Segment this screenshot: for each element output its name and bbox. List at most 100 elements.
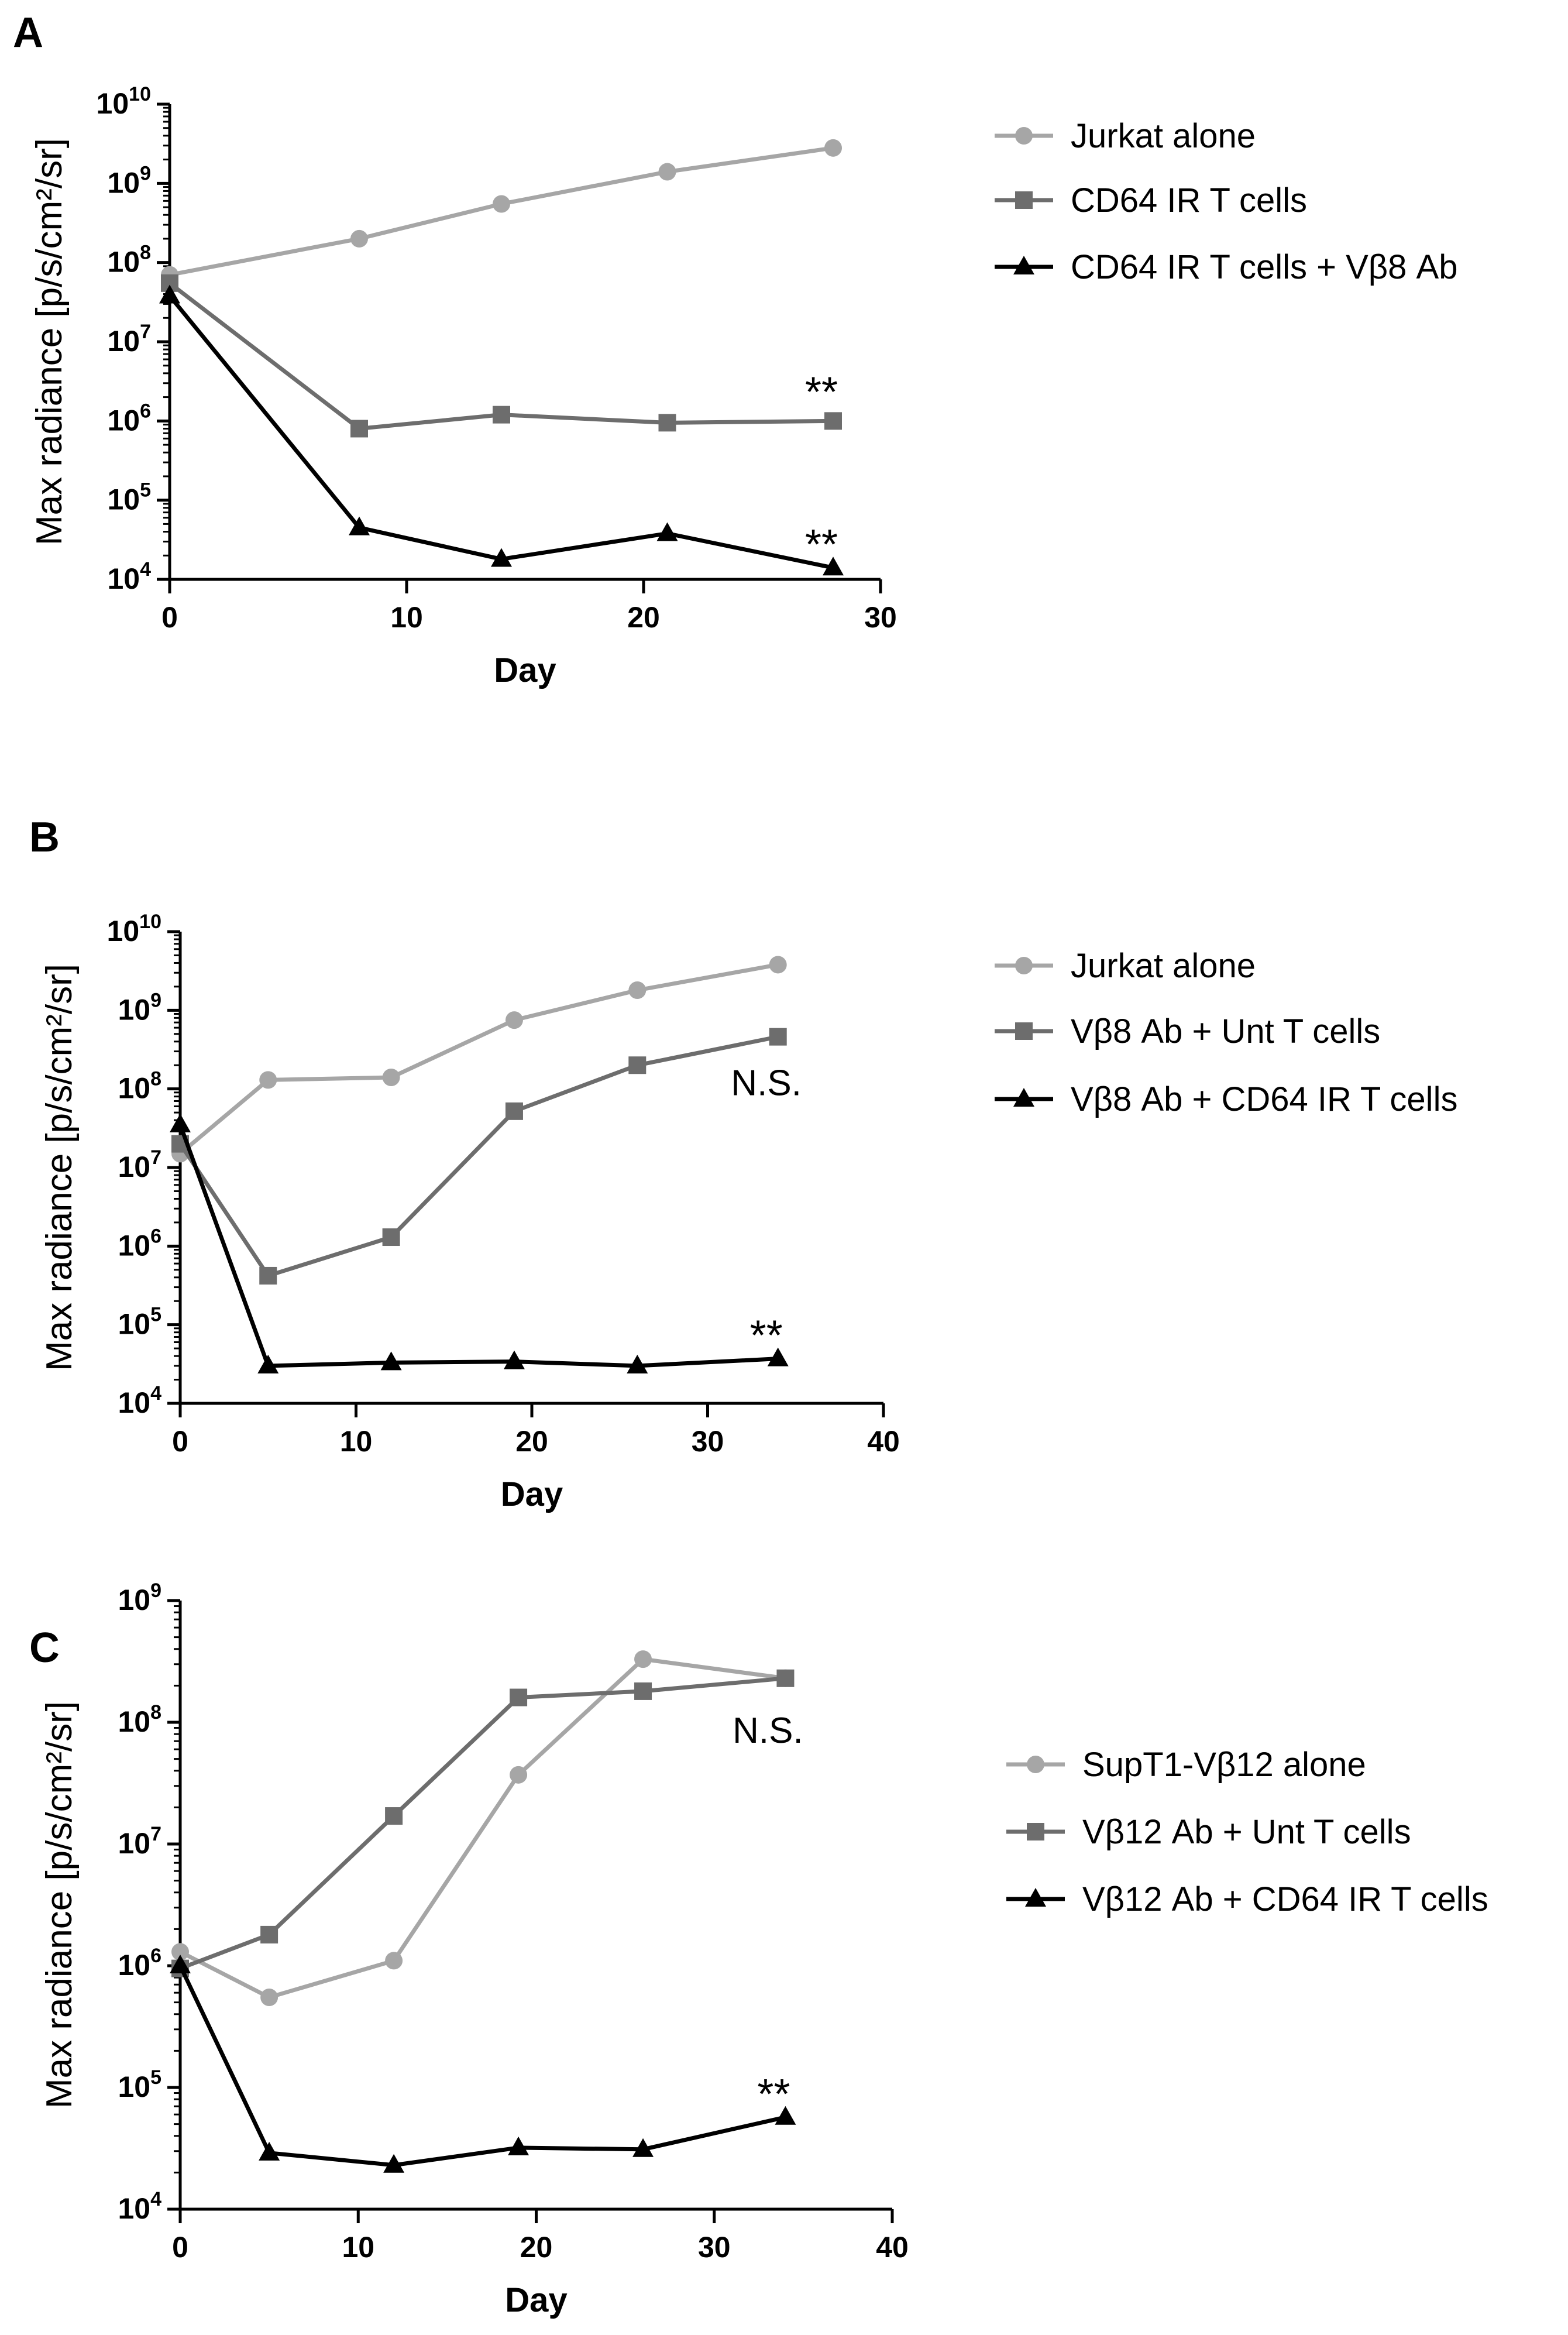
y-tick-label: 109 [107,162,151,199]
data-point [385,1952,403,1970]
legend-item: Vβ12 Ab + Unt T cells [1006,1813,1411,1851]
legend: Jurkat alone CD64 IR T cells CD64 IR T cel… [995,117,1457,286]
legend-item: Vβ12 Ab + CD64 IR T cells [1006,1880,1488,1918]
legend-label: SupT1-Vβ12 alone [1082,1746,1366,1784]
legend-label: Vβ8 Ab + CD64 IR T cells [1071,1080,1457,1118]
panel-b: B 104 105 106 107 108 109 1010 0 10 20 30 40 Day Max … [29,814,1457,1513]
y-tick-label: 106 [118,1225,161,1262]
panel-label: C [29,1625,60,1671]
legend: SupT1-Vβ12 alone Vβ12 Ab + Unt T cells Vβ1… [1006,1746,1488,1918]
x-tick-label: 40 [867,1425,900,1458]
legend-marker [1027,1823,1044,1840]
data-point [823,557,844,576]
data-point [493,406,510,424]
data-point [658,163,676,181]
panel-label: B [29,814,60,861]
data-point [628,1056,647,1074]
legend-item: Jurkat alone [995,117,1256,155]
x-tick-label: 10 [340,1425,373,1458]
y-tick-label: 104 [107,558,151,595]
x-tick-label: 0 [172,1425,188,1458]
significance-annotation: ** [805,369,838,416]
panel-c: C 104 105 106 107 108 109 0 10 20 30 40 Day Max radi… [29,1579,1488,2319]
axes: 104 105 106 107 108 109 0 10 20 30 40 Day Max radian… [39,1579,909,2319]
data-point [385,1807,403,1825]
legend-marker [1015,127,1033,145]
legend: Jurkat alone Vβ8 Ab + Unt T cells Vβ8 Ab +… [995,947,1457,1118]
legend-label: Vβ12 Ab + CD64 IR T cells [1082,1880,1488,1918]
data-point [493,195,510,213]
series-line [178,1124,778,1368]
series-1 [171,956,787,1163]
legend-label: Jurkat alone [1071,117,1256,155]
legend-marker [1013,256,1034,274]
y-axis-label: Max radiance [p/s/cm²/sr] [39,964,80,1371]
data-point [508,2136,529,2155]
legend-item: Jurkat alone [995,947,1256,985]
y-tick-label: 108 [118,1068,161,1105]
data-point [170,1113,191,1132]
plot-area: N.S. ** [170,956,802,1373]
legend-item: Vβ8 Ab + CD64 IR T cells [995,1080,1457,1118]
x-axis-label: Day [494,651,556,689]
y-tick-label: 105 [118,1304,161,1341]
series-2 [171,1028,787,1285]
y-tick-label: 106 [107,400,151,437]
plot-area: ** ** [159,139,844,576]
y-tick-label: 108 [107,242,151,279]
data-point [510,1766,528,1784]
significance-annotation: ** [805,521,838,568]
y-tick-label: 1010 [107,911,161,947]
x-tick-label: 0 [172,2231,188,2264]
y-tick-label: 105 [107,479,151,516]
series-2 [161,274,842,438]
legend-item: CD64 IR T cells [995,181,1307,219]
legend-label: Jurkat alone [1071,947,1256,985]
series-2 [171,1669,795,1977]
legend-marker [1015,957,1033,974]
series-3 [170,1955,796,2173]
data-point [259,1266,277,1285]
y-tick-label: 107 [118,1823,161,1860]
data-point [503,1350,525,1369]
data-point [349,516,370,535]
series-line [178,1035,779,1278]
data-point [627,1354,648,1373]
y-tick-label: 109 [118,1579,161,1616]
x-tick-label: 0 [161,601,178,634]
ns-annotation: N.S. [731,1063,802,1104]
x-tick-label: 40 [876,2231,909,2264]
axes: 104 105 106 107 108 109 1010 0 10 20 30 40 Day Max ra… [39,911,900,1513]
significance-annotation: ** [750,1313,783,1359]
legend-label: CD64 IR T cells [1071,181,1307,219]
data-point [775,2106,796,2125]
x-tick-label: 30 [692,1425,724,1458]
data-point [824,139,842,157]
data-point [656,522,678,541]
x-axis-label: Day [505,2281,567,2319]
data-point [824,412,842,430]
panel-a: A 104 105 106 107 108 109 1010 0 10 20 30 Day Max ra… [13,9,1457,689]
data-point [632,2138,654,2157]
data-point [505,1011,523,1029]
data-point [769,956,787,974]
panel-label: A [13,9,43,56]
ns-annotation: N.S. [733,1711,803,1751]
y-axis-label: Max radiance [p/s/cm²/sr] [39,1701,80,2109]
y-tick-label: 104 [118,1382,161,1419]
data-point [510,1688,528,1706]
data-point [171,1943,189,1961]
legend-marker [1015,1022,1033,1040]
data-point [260,1989,278,2007]
data-point [259,1071,277,1089]
data-point [170,1955,191,1973]
series-line [178,1965,786,2168]
data-point [658,414,676,432]
data-point [769,1028,787,1046]
data-point [159,284,180,304]
legend-label: Vβ12 Ab + Unt T cells [1082,1813,1411,1851]
data-point [260,1925,278,1943]
y-tick-label: 104 [118,2188,161,2225]
